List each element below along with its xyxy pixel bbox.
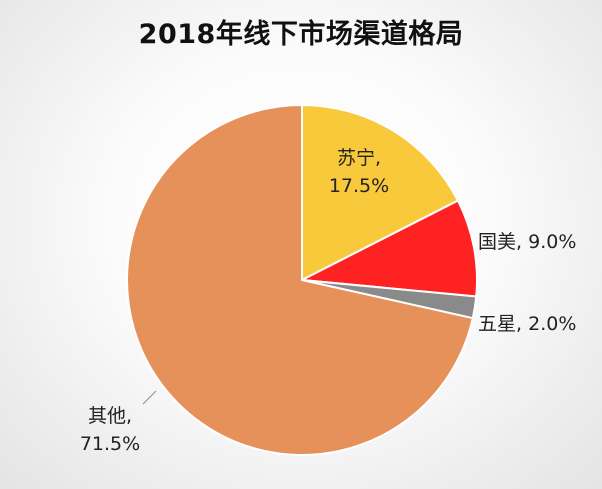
slice-value-guomei: 9.0% — [528, 231, 577, 253]
slice-value-suning: 17.5% — [328, 175, 390, 197]
data-label-other: 其他, 71.5% — [68, 402, 152, 458]
slice-value-wuxing: 2.0% — [528, 313, 577, 335]
slice-name-guomei: 国美, — [478, 231, 523, 253]
pie-slice-suning — [301, 104, 459, 281]
pie-slice-guomei — [301, 199, 478, 298]
data-label-suning: 苏宁, 17.5% — [318, 144, 400, 200]
data-label-wuxing: 五星, 2.0% — [478, 310, 576, 338]
slice-name-suning: 苏宁, — [336, 147, 382, 169]
chart-title: 2018年线下市场渠道格局 — [138, 19, 464, 50]
slice-value-other: 71.5% — [79, 433, 141, 455]
leader-line-other — [142, 390, 157, 405]
slice-name-other: 其他, — [87, 405, 133, 427]
data-label-guomei: 国美, 9.0% — [478, 228, 576, 256]
pie-slice-other — [126, 104, 474, 456]
slice-name-wuxing: 五星, — [478, 313, 523, 335]
